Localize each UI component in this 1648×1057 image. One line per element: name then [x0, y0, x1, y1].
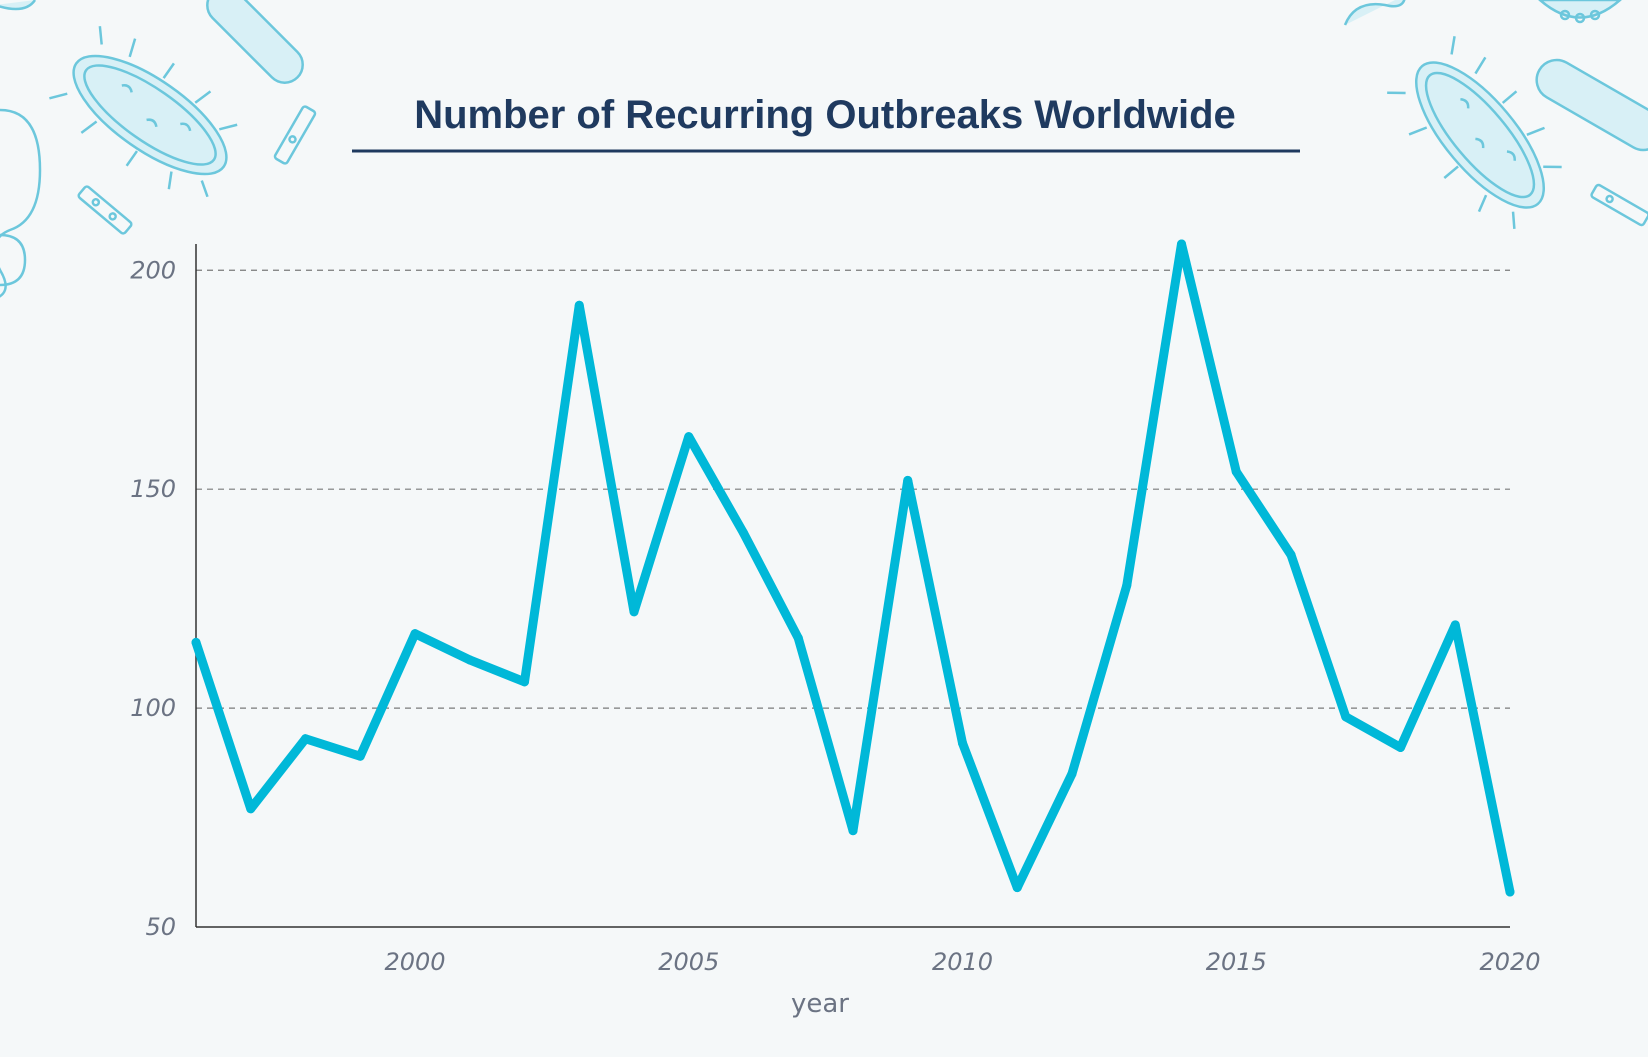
x-tick-label: 2000 [384, 948, 445, 976]
y-tick-label: 150 [130, 475, 176, 503]
bacteria-icon [49, 26, 238, 198]
data-point-1996 [191, 637, 201, 647]
data-point-2004 [629, 607, 639, 617]
data-point-2014 [1177, 239, 1186, 249]
data-point-2002 [520, 677, 529, 687]
data-point-1999 [355, 751, 365, 761]
x-axis-label: year [791, 989, 849, 1019]
data-point-2011 [1012, 883, 1022, 893]
y-tick-label: 50 [145, 913, 176, 941]
data-point-1997 [246, 804, 256, 814]
data-point-2000 [410, 629, 420, 639]
virus-icon [0, 0, 37, 11]
series-line [191, 239, 1515, 897]
virus-icon [273, 105, 317, 165]
virus-icon [1343, 0, 1406, 26]
data-point-2003 [574, 300, 584, 310]
data-point-2020 [1505, 887, 1515, 897]
data-point-2005 [684, 432, 694, 442]
virus-icon [77, 185, 133, 235]
data-point-2001 [465, 655, 475, 665]
y-tick-label: 100 [130, 694, 176, 722]
data-point-2017 [1341, 712, 1351, 722]
pill-icon [1535, 58, 1648, 152]
data-point-2013 [1122, 581, 1132, 590]
series [191, 239, 1515, 897]
bacteria-icon [1387, 36, 1562, 229]
x-tick-label: 2005 [658, 948, 719, 976]
data-point-2006 [739, 528, 748, 538]
axes [195, 244, 1510, 928]
data-point-2012 [1067, 769, 1077, 779]
data-point-2016 [1286, 550, 1296, 560]
virus-icon [1590, 183, 1648, 227]
y-axis-ticks: 50 100 150 200 [130, 256, 176, 941]
data-point-2010 [958, 738, 967, 748]
virus-icon [0, 108, 42, 298]
decorations [0, 0, 1648, 298]
x-tick-label: 2020 [1479, 948, 1540, 976]
data-point-2018 [1396, 742, 1405, 752]
grid [196, 269, 1510, 709]
data-point-2015 [1231, 467, 1241, 477]
x-axis-ticks: 2000 2005 2010 2015 2020 [384, 948, 1540, 976]
x-tick-label: 2015 [1206, 948, 1267, 976]
x-tick-label: 2010 [932, 948, 993, 976]
data-point-2007 [793, 633, 803, 643]
data-point-2008 [848, 826, 858, 836]
y-tick-label: 200 [130, 256, 176, 284]
data-point-1998 [301, 734, 310, 744]
virus-icon [1538, 0, 1622, 24]
data-point-2019 [1450, 620, 1460, 630]
data-point-2009 [903, 475, 913, 485]
pill-icon [206, 0, 304, 84]
chart-title: Number of Recurring Outbreaks Worldwide [414, 93, 1236, 137]
